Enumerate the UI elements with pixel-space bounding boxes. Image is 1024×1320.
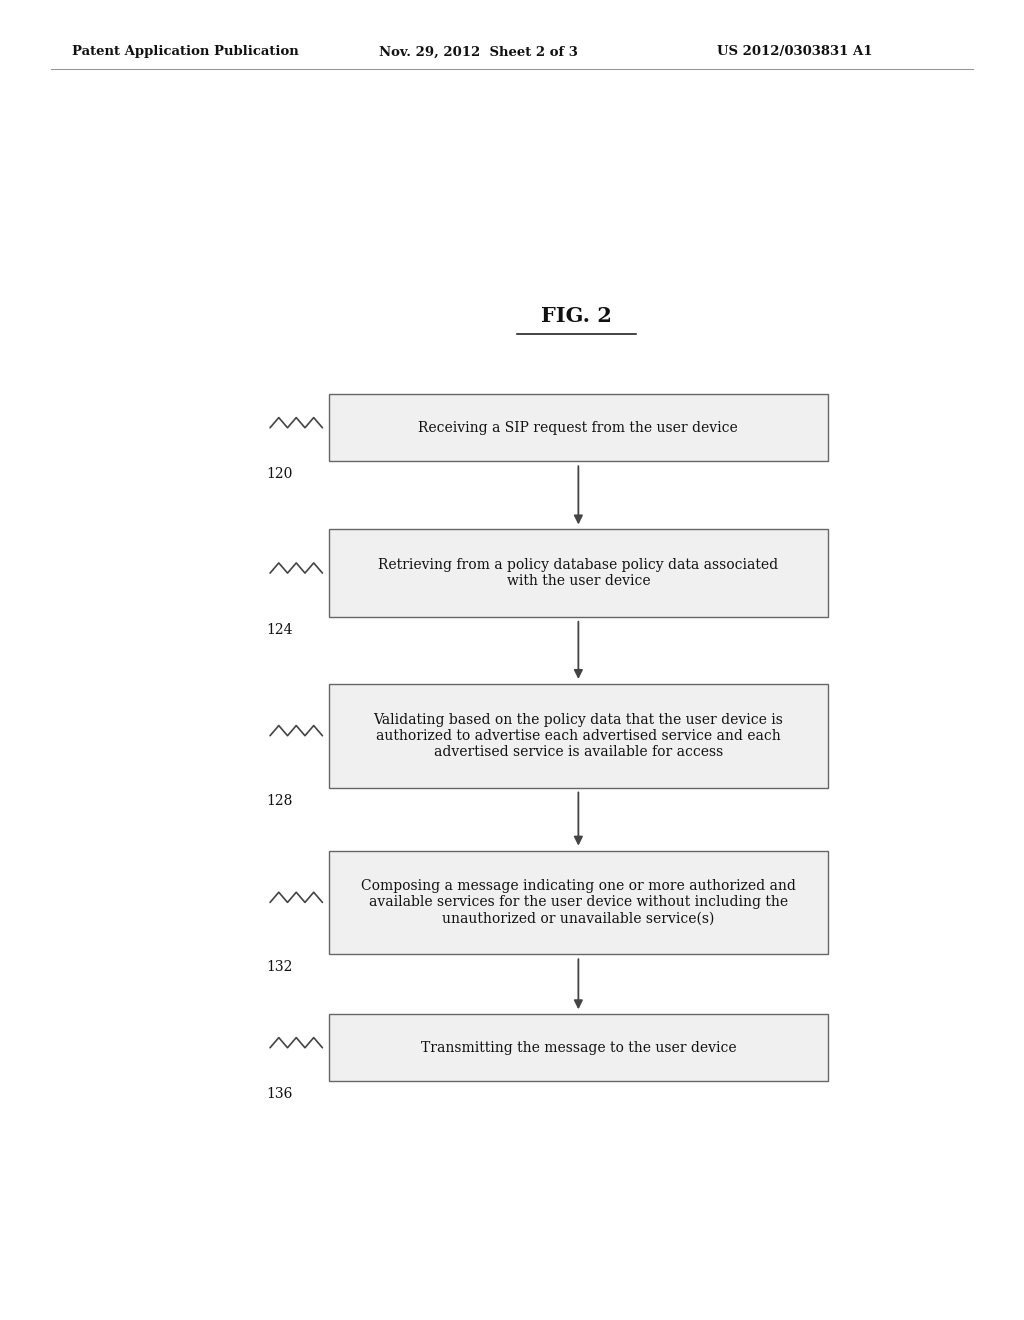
Text: Receiving a SIP request from the user device: Receiving a SIP request from the user de… <box>419 421 738 434</box>
Text: 136: 136 <box>266 1088 293 1101</box>
Text: FIG. 2: FIG. 2 <box>541 306 611 326</box>
Text: Patent Application Publication: Patent Application Publication <box>72 45 298 58</box>
Text: Nov. 29, 2012  Sheet 2 of 3: Nov. 29, 2012 Sheet 2 of 3 <box>379 45 578 58</box>
FancyBboxPatch shape <box>329 684 828 788</box>
FancyBboxPatch shape <box>329 529 828 616</box>
FancyBboxPatch shape <box>329 395 828 461</box>
Text: Retrieving from a policy database policy data associated
with the user device: Retrieving from a policy database policy… <box>378 558 778 589</box>
FancyBboxPatch shape <box>329 850 828 954</box>
Text: 124: 124 <box>266 623 293 636</box>
Text: Validating based on the policy data that the user device is
authorized to advert: Validating based on the policy data that… <box>374 713 783 759</box>
Text: Composing a message indicating one or more authorized and
available services for: Composing a message indicating one or mo… <box>360 879 796 925</box>
Text: 132: 132 <box>266 961 293 974</box>
Text: 120: 120 <box>266 467 293 482</box>
FancyBboxPatch shape <box>329 1014 828 1081</box>
Text: US 2012/0303831 A1: US 2012/0303831 A1 <box>717 45 872 58</box>
Text: 128: 128 <box>266 793 293 808</box>
Text: Transmitting the message to the user device: Transmitting the message to the user dev… <box>421 1040 736 1055</box>
